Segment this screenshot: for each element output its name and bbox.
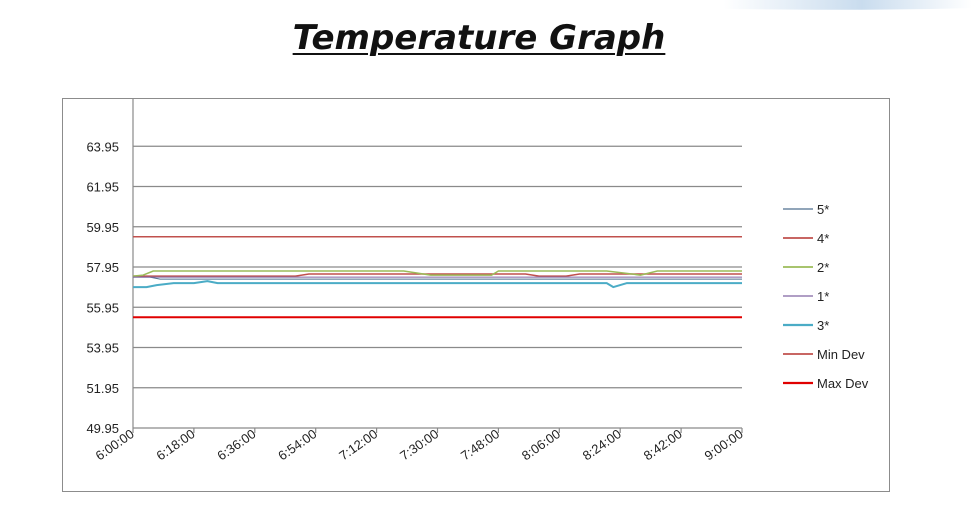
y-tick-labels: 49.95 51.95 53.95 55.95 57.95 59.95 61.95 63.95 xyxy=(86,139,119,436)
x-tick-label: 8:24:00 xyxy=(580,426,624,463)
legend: 5* 4* 2* 1* 3* Min Dev Max Dev xyxy=(783,202,869,391)
legend-label: 3* xyxy=(817,318,829,333)
x-tick-label: 8:42:00 xyxy=(641,426,685,463)
x-tick-label: 9:00:00 xyxy=(702,426,746,463)
series-line-3 xyxy=(133,280,742,289)
legend-label: 5* xyxy=(817,202,829,217)
y-tick-label: 57.95 xyxy=(86,260,119,275)
x-tick-label: 6:54:00 xyxy=(275,426,319,463)
chart-frame: 49.95 51.95 53.95 55.95 57.95 59.95 61.95 63.95… xyxy=(62,98,890,492)
chart-axes xyxy=(132,99,743,433)
y-tick-label: 49.95 xyxy=(86,421,119,436)
x-tick-label: 6:36:00 xyxy=(214,426,258,463)
legend-label: Max Dev xyxy=(817,376,869,391)
legend-label: 1* xyxy=(817,289,829,304)
legend-label: 4* xyxy=(817,231,829,246)
temperature-chart: 49.95 51.95 53.95 55.95 57.95 59.95 61.95 63.95… xyxy=(86,99,869,463)
x-tick-label: 7:48:00 xyxy=(458,426,502,463)
x-tick-label: 8:06:00 xyxy=(519,426,563,463)
y-tick-label: 59.95 xyxy=(86,220,119,235)
legend-label: Min Dev xyxy=(817,347,865,362)
y-tick-label: 51.95 xyxy=(86,381,119,396)
y-tick-label: 53.95 xyxy=(86,341,119,356)
y-tick-label: 55.95 xyxy=(86,300,119,315)
page-title: Temperature Graph xyxy=(292,18,666,58)
y-tick-label: 61.95 xyxy=(86,180,119,195)
series-line-2 xyxy=(132,270,742,277)
header-swoosh xyxy=(420,0,972,10)
x-tick-label: 7:30:00 xyxy=(397,426,441,463)
x-tick-label: 6:18:00 xyxy=(153,426,197,463)
grid-lines xyxy=(133,145,742,389)
legend-label: 2* xyxy=(817,260,829,275)
y-tick-label: 63.95 xyxy=(86,139,119,154)
series-lines xyxy=(132,236,742,319)
x-tick-label: 7:12:00 xyxy=(336,426,380,463)
x-tick-labels: 6:00:00 6:18:00 6:36:00 6:54:00 7:12:00 7:30:… xyxy=(93,426,746,463)
